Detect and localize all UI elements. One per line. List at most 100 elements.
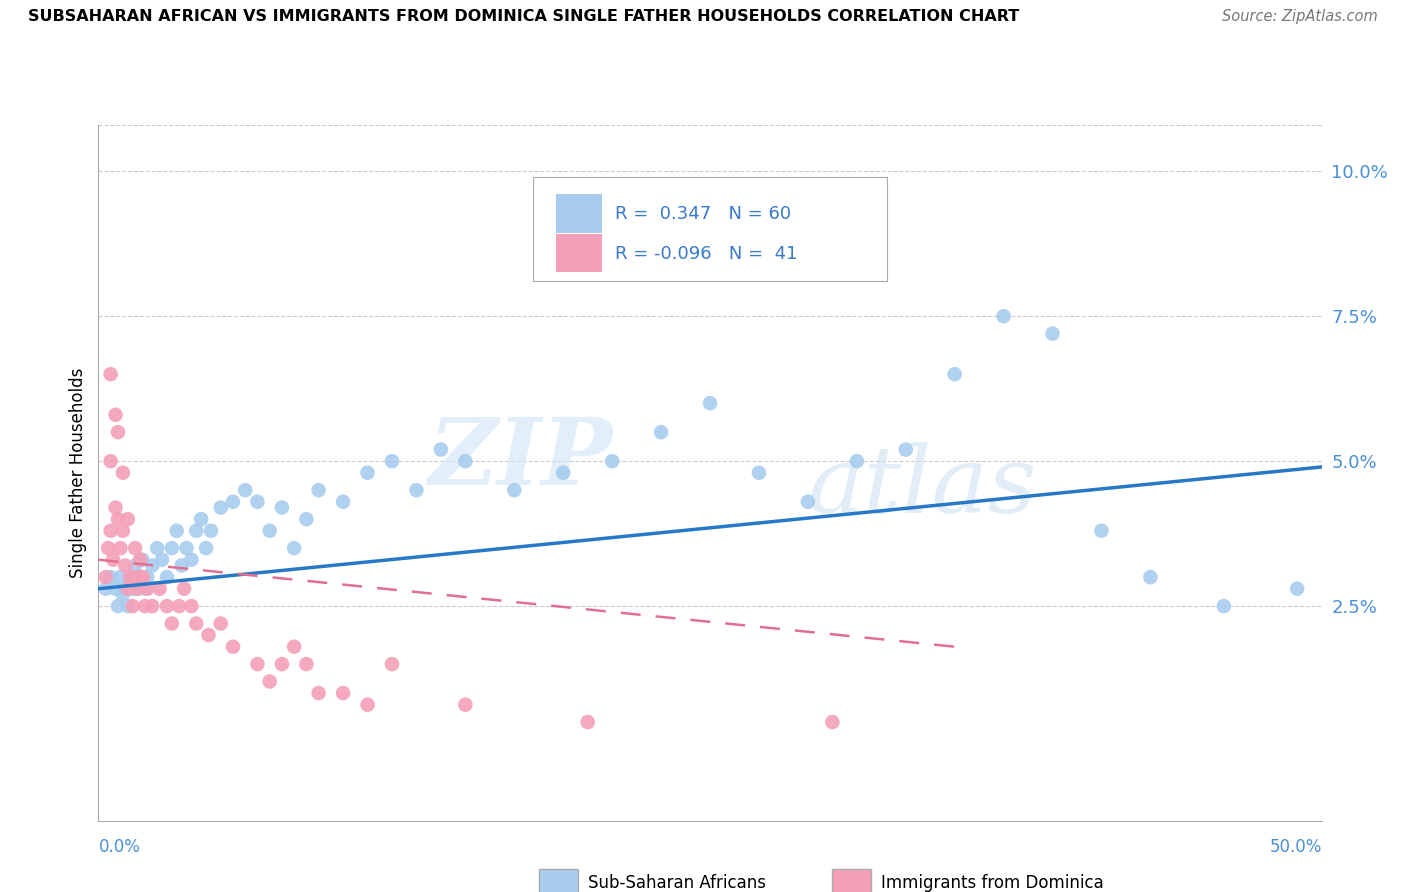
Point — [1042, 326, 1064, 341]
Point — [117, 599, 139, 614]
Point — [100, 454, 122, 468]
Point — [136, 570, 159, 584]
Point — [134, 582, 156, 596]
Text: atlas: atlas — [808, 442, 1038, 532]
Point — [503, 483, 526, 498]
Point — [283, 541, 305, 555]
Point — [308, 686, 330, 700]
Point — [166, 524, 188, 538]
FancyBboxPatch shape — [533, 177, 887, 281]
Point — [117, 512, 139, 526]
Point — [600, 454, 623, 468]
Point — [332, 686, 354, 700]
Text: Sub-Saharan Africans: Sub-Saharan Africans — [588, 874, 766, 892]
Point — [121, 582, 143, 596]
Point — [1286, 582, 1309, 596]
Point — [943, 368, 966, 382]
Point — [222, 494, 245, 508]
Point — [845, 454, 868, 468]
Point — [699, 396, 721, 410]
Point — [200, 524, 222, 538]
Point — [993, 310, 1015, 324]
Point — [209, 500, 232, 515]
Point — [576, 715, 599, 730]
Text: R =  0.347   N = 60: R = 0.347 N = 60 — [614, 205, 790, 223]
Point — [131, 552, 153, 567]
Point — [454, 454, 477, 468]
Point — [111, 524, 134, 538]
Point — [430, 442, 453, 457]
Point — [97, 541, 120, 555]
Text: SUBSAHARAN AFRICAN VS IMMIGRANTS FROM DOMINICA SINGLE FATHER HOUSEHOLDS CORRELAT: SUBSAHARAN AFRICAN VS IMMIGRANTS FROM DO… — [28, 9, 1019, 24]
Point — [797, 494, 820, 508]
Point — [131, 570, 153, 584]
Point — [270, 500, 294, 515]
Point — [894, 442, 917, 457]
FancyBboxPatch shape — [555, 194, 602, 233]
Point — [131, 570, 153, 584]
Point — [156, 599, 179, 614]
Point — [381, 454, 404, 468]
Point — [114, 582, 136, 596]
Point — [246, 494, 269, 508]
Point — [150, 552, 173, 567]
Point — [104, 408, 127, 422]
Text: R = -0.096   N =  41: R = -0.096 N = 41 — [614, 244, 797, 262]
Point — [160, 541, 183, 555]
Point — [170, 558, 193, 573]
Text: ZIP: ZIP — [427, 414, 612, 504]
Point — [110, 541, 132, 555]
Point — [129, 552, 152, 567]
Point — [1212, 599, 1234, 614]
Point — [381, 657, 404, 671]
Point — [650, 425, 672, 439]
Point — [821, 715, 844, 730]
Point — [176, 541, 198, 555]
Point — [356, 698, 378, 712]
Point — [270, 657, 294, 671]
FancyBboxPatch shape — [538, 870, 578, 892]
Point — [246, 657, 269, 671]
Point — [180, 599, 202, 614]
Point — [104, 500, 127, 515]
Point — [134, 599, 156, 614]
Point — [553, 466, 575, 480]
Point — [748, 466, 770, 480]
Point — [94, 570, 117, 584]
Point — [190, 512, 212, 526]
Text: Source: ZipAtlas.com: Source: ZipAtlas.com — [1222, 9, 1378, 24]
Point — [127, 582, 149, 596]
Point — [114, 558, 136, 573]
Point — [173, 582, 195, 596]
Point — [141, 558, 163, 573]
Point — [1139, 570, 1161, 584]
Point — [100, 368, 122, 382]
Point — [209, 616, 232, 631]
Point — [283, 640, 305, 654]
Point — [167, 599, 190, 614]
Point — [121, 599, 143, 614]
Point — [124, 541, 146, 555]
Point — [180, 552, 202, 567]
Point — [111, 466, 134, 480]
Point — [259, 674, 281, 689]
Point — [308, 483, 330, 498]
Point — [129, 570, 152, 584]
Point — [454, 698, 477, 712]
Point — [107, 599, 129, 614]
Point — [149, 582, 172, 596]
Point — [186, 524, 208, 538]
Point — [295, 657, 318, 671]
FancyBboxPatch shape — [832, 870, 872, 892]
Point — [94, 582, 117, 596]
FancyBboxPatch shape — [555, 234, 602, 272]
Y-axis label: Single Father Households: Single Father Households — [69, 368, 87, 578]
Point — [356, 466, 378, 480]
Point — [233, 483, 256, 498]
Point — [160, 616, 183, 631]
Point — [110, 570, 132, 584]
Point — [111, 588, 134, 602]
Point — [259, 524, 281, 538]
Point — [136, 582, 159, 596]
Point — [222, 640, 245, 654]
